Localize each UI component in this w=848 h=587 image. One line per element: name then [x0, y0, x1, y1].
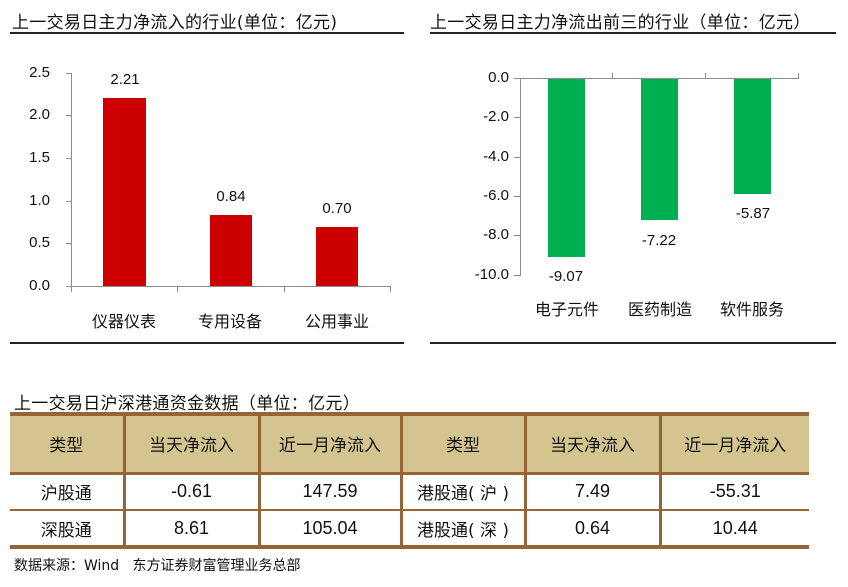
right-title-rule — [430, 32, 836, 34]
left-y-axis — [71, 73, 72, 287]
left-y-label: 0.0 — [29, 277, 50, 294]
table-row: 深股通 8.61 105.04 港股通( 深 ) 0.64 10.44 — [10, 510, 809, 547]
right-y-label: -2.0 — [483, 108, 509, 125]
left-y-tick — [66, 115, 71, 116]
cell-type: 沪股通 — [10, 473, 126, 511]
connect-flow-table: 类型 当天净流入 近一月净流入 类型 当天净流入 近一月净流入 沪股通 -0.6… — [10, 412, 809, 549]
cell-value: 147.59 — [259, 473, 403, 511]
bar-electronic-components — [548, 79, 585, 257]
left-y-tick — [66, 73, 71, 74]
left-y-tick — [66, 158, 71, 159]
cell-type: 深股通 — [10, 510, 126, 547]
left-y-tick — [66, 286, 71, 287]
cell-value: 8.61 — [124, 510, 261, 547]
cell-value: -55.31 — [660, 473, 809, 511]
cell-value: -0.61 — [124, 473, 261, 511]
right-y-tick — [514, 78, 520, 79]
left-y-label: 1.5 — [29, 149, 50, 166]
right-x-axis — [520, 78, 799, 79]
right-y-axis — [520, 78, 521, 276]
data-source-note: 数据来源：Wind 东方证券财富管理业务总部 — [14, 558, 301, 574]
left-bottom-rule — [10, 342, 404, 344]
left-x-tick — [284, 286, 285, 292]
right-bottom-rule — [430, 342, 836, 344]
value-label: -7.22 — [641, 232, 677, 249]
col-header-monthly-inflow: 近一月净流入 — [259, 414, 403, 475]
right-y-label: -4.0 — [483, 148, 509, 165]
left-y-label: 1.0 — [29, 192, 50, 209]
table-title: 上一交易日沪深港通资金数据（单位：亿元） — [14, 394, 360, 414]
x-label: 软件服务 — [719, 300, 784, 319]
left-x-axis — [71, 286, 391, 287]
bar-utilities — [316, 227, 358, 286]
left-chart-title: 上一交易日主力净流入的行业(单位：亿元) — [12, 13, 338, 33]
left-y-label: 2.5 — [29, 64, 50, 81]
bar-software-services — [734, 79, 771, 194]
value-label: 0.70 — [322, 200, 352, 217]
right-y-tick — [514, 196, 520, 197]
cell-value: 105.04 — [259, 510, 403, 547]
right-y-label: 0.0 — [488, 69, 509, 86]
col-header-daily-inflow: 当天净流入 — [525, 414, 662, 475]
right-x-tick — [798, 73, 799, 79]
left-y-label: 2.0 — [29, 106, 50, 123]
cell-type: 港股通( 沪 ) — [401, 473, 527, 511]
bar-instrumentation — [103, 98, 146, 286]
x-label: 电子元件 — [534, 300, 599, 319]
left-y-tick — [66, 243, 71, 244]
col-header-monthly-inflow: 近一月净流入 — [660, 414, 809, 475]
right-y-tick — [514, 117, 520, 118]
left-y-tick — [66, 201, 71, 202]
right-x-tick — [612, 73, 613, 79]
value-label: -9.07 — [548, 268, 584, 285]
col-header-type: 类型 — [10, 414, 126, 475]
value-label: -5.87 — [735, 205, 771, 222]
x-label: 医药制造 — [627, 300, 692, 319]
cell-type: 港股通( 深 ) — [401, 510, 527, 547]
col-header-daily-inflow: 当天净流入 — [124, 414, 261, 475]
right-y-tick — [514, 235, 520, 236]
left-y-label: 0.5 — [29, 234, 50, 251]
left-x-tick — [71, 286, 72, 292]
value-label: 2.21 — [110, 71, 140, 88]
right-y-label: -10.0 — [474, 266, 509, 283]
cell-value: 10.44 — [712, 517, 758, 538]
value-label: 0.84 — [216, 188, 246, 205]
right-y-label: -6.0 — [483, 187, 509, 204]
table-header-row: 类型 当天净流入 近一月净流入 类型 当天净流入 近一月净流入 — [10, 414, 809, 475]
table-row: 沪股通 -0.61 147.59 港股通( 沪 ) 7.49 -55.31 — [10, 473, 809, 511]
right-y-label: -8.0 — [483, 226, 509, 243]
left-x-tick — [390, 286, 391, 292]
bar-special-equipment — [210, 215, 252, 286]
x-label: 仪器仪表 — [91, 312, 156, 331]
right-x-tick — [705, 73, 706, 79]
col-header-type: 类型 — [401, 414, 527, 475]
left-x-tick — [177, 286, 178, 292]
x-label: 公用事业 — [304, 312, 369, 331]
right-chart-title: 上一交易日主力净流出前三的行业（单位：亿元） — [430, 13, 811, 33]
bar-pharmaceutical — [641, 79, 678, 220]
right-y-tick — [514, 275, 520, 276]
right-y-tick — [514, 157, 520, 158]
x-label: 专用设备 — [197, 312, 262, 331]
cell-value: 0.64 — [525, 510, 662, 547]
cell-value: 7.49 — [525, 473, 662, 511]
left-title-rule — [10, 32, 404, 34]
